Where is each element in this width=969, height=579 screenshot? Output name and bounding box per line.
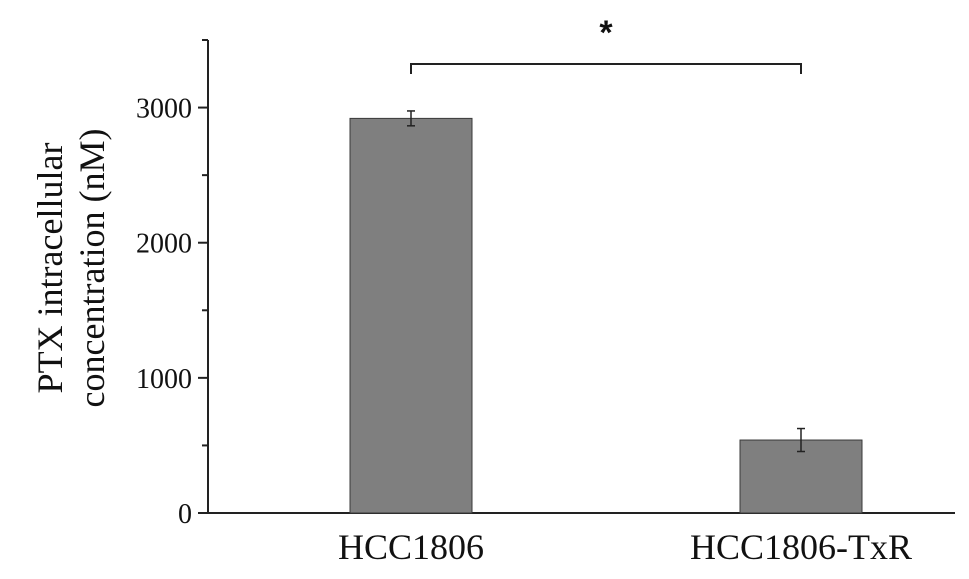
significance-annotation: * — [410, 14, 802, 74]
bars — [349, 117, 863, 514]
bar — [349, 117, 473, 514]
error-bars — [407, 110, 805, 453]
x-category-label: HCC1806-TxR — [690, 527, 912, 567]
significance-asterisk: * — [599, 14, 613, 52]
y-axis-title: PTX intracellular concentration (nM) — [30, 129, 112, 408]
y-axis-title-line-2: concentration (nM) — [72, 129, 112, 408]
y-tick-label: 3000 — [136, 94, 192, 125]
x-category-label: HCC1806 — [338, 527, 484, 567]
axes: 0 1000 2000 3000 HCC1806 HCC1806-TxR — [136, 39, 955, 567]
y-tick-label: 1000 — [136, 364, 192, 395]
y-tick-label: 0 — [178, 499, 192, 530]
y-axis-title-line-1: PTX intracellular — [30, 143, 70, 394]
significance-bracket — [410, 63, 802, 74]
y-tick-label: 2000 — [136, 229, 192, 260]
